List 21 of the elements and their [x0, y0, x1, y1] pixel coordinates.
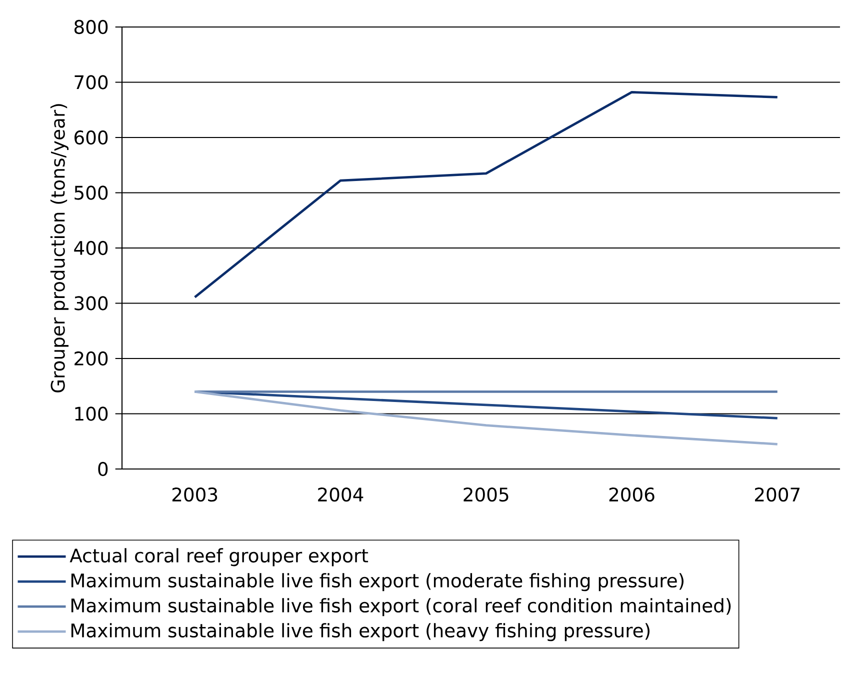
legend-label: Maximum sustainable live fish export (moderate fishing pressure): [71, 573, 684, 592]
y-tick-label: 800: [74, 20, 108, 34]
y-tick-label: 700: [74, 75, 108, 90]
y-tick-label: 200: [74, 351, 108, 366]
y-tick-label: 100: [75, 406, 108, 421]
line-series: [194, 91, 779, 298]
y-axis-title: Grouper production (tons/year): [50, 104, 69, 392]
legend-label: Maximum sustainable live fish export (heavy fishing pressure): [71, 623, 650, 642]
y-tick-label: 500: [74, 186, 108, 200]
y-tick-label: 0: [98, 462, 108, 476]
x-tick-label: 2004: [318, 487, 364, 502]
line-series: [194, 390, 779, 446]
legend-label: Actual coral reef grouper export: [70, 548, 368, 566]
x-tick-label: 2003: [172, 487, 218, 502]
x-tick-label: 2007: [754, 487, 800, 502]
y-tick-label: 400: [74, 240, 108, 256]
y-tick-label: 600: [74, 130, 108, 145]
x-tick-label: 2006: [609, 487, 654, 502]
y-tick-label: 300: [74, 296, 108, 310]
x-tick-label: 2005: [464, 487, 508, 502]
legend-label: Maximum sustainable live fish export (coral reef condition maintained): [71, 598, 731, 616]
